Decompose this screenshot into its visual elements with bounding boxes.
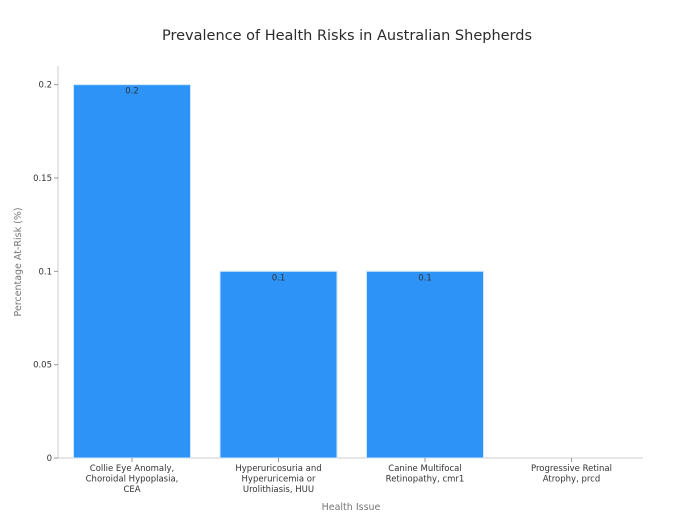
y-tick-label: 0 (47, 454, 52, 464)
chart-title: Prevalence of Health Risks in Australian… (162, 28, 532, 44)
data-labels: 0.2 0.1 0.1 (125, 87, 432, 284)
y-tick-label: 0.1 (38, 267, 52, 277)
x-tick-label-line: Canine Multifocal (388, 464, 461, 474)
x-tick-label: Canine Multifocal Retinopathy, cmr1 (386, 464, 465, 485)
x-axis-ticks: Collie Eye Anomaly, Choroidal Hypoplasia,… (86, 458, 612, 495)
x-tick-label: Hyperuricosuria and Hyperuricemia or Uroli… (235, 464, 321, 495)
x-tick-label-line: Collie Eye Anomaly, (90, 464, 174, 474)
x-tick-label-line: Progressive Retinal (531, 464, 612, 474)
bar (366, 270, 484, 459)
x-tick-label-line: Atrophy, prcd (543, 475, 601, 485)
y-tick-label: 0.15 (33, 174, 52, 184)
x-tick-label-line: Hyperuricosuria and (235, 464, 321, 474)
x-tick-label-line: Choroidal Hypoplasia, (86, 475, 179, 485)
plot-area: 0 0.05 0.1 0.15 0.2 0.2 0.1 0.1 Collie Eye Ano… (33, 66, 643, 495)
data-label: 0.1 (418, 273, 432, 283)
data-label: 0.1 (272, 273, 286, 283)
bar (73, 84, 191, 459)
bar (219, 270, 338, 459)
x-tick-label: Progressive Retinal Atrophy, prcd (531, 464, 612, 485)
bars (73, 84, 484, 459)
x-tick-label-line: CEA (123, 485, 140, 495)
x-tick-label-line: Urolithiasis, HUU (243, 485, 314, 495)
x-tick-label: Collie Eye Anomaly, Choroidal Hypoplasia,… (86, 464, 179, 495)
y-tick-label: 0.2 (38, 81, 52, 91)
y-tick-label: 0.05 (33, 361, 52, 371)
y-axis-ticks: 0 0.05 0.1 0.15 0.2 (33, 81, 58, 464)
data-label: 0.2 (125, 87, 139, 97)
x-axis-title: Health Issue (322, 502, 381, 513)
x-tick-label-line: Hyperuricemia or (242, 475, 316, 485)
y-axis-title: Percentage At-Risk (%) (13, 207, 24, 316)
x-tick-label-line: Retinopathy, cmr1 (386, 475, 465, 485)
